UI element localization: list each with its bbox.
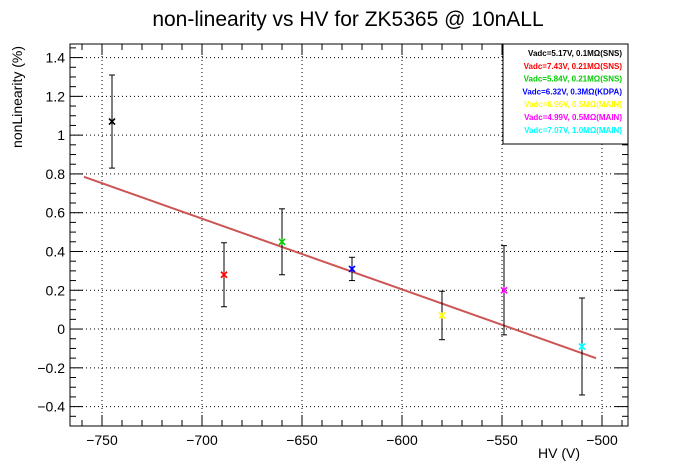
- x-tick-label: −500: [586, 432, 618, 448]
- x-tick-label: −600: [386, 432, 418, 448]
- x-tick-label: −650: [286, 432, 318, 448]
- axis-ticks: −750 −700 −650 −600 −550 −500 −0.4 −0.2 0 0.2 0.4 0…: [37, 44, 628, 448]
- legend-entry: Vadc=5.17V, 0.1MΩ(SNS): [528, 49, 622, 58]
- y-tick-label: −0.4: [37, 399, 65, 415]
- data-layer: [108, 74, 586, 396]
- y-tick-label: 0.2: [46, 282, 66, 298]
- y-tick-label: 0.6: [46, 205, 66, 221]
- legend-entry: Vadc=4.99V, 0.5MΩ(MAIN): [524, 113, 622, 122]
- chart-title: non-linearity vs HV for ZK5365 @ 10nALL: [152, 8, 543, 31]
- x-tick-label: −750: [86, 432, 118, 448]
- y-tick-label: 0.8: [46, 166, 66, 182]
- y-tick-label: 0: [57, 321, 65, 337]
- data-point-marker: [348, 265, 356, 273]
- data-point-marker: [438, 311, 446, 320]
- y-tick-label: 1: [57, 127, 65, 143]
- x-tick-label: −550: [486, 432, 518, 448]
- fit-layer: [83, 175, 597, 360]
- y-axis-title: nonLinearity (%): [9, 46, 25, 148]
- legend-entry: Vadc=5.84V, 0.21MΩ(SNS): [524, 75, 623, 84]
- data-point-marker: [500, 286, 508, 294]
- data-point-marker: [220, 271, 228, 279]
- y-tick-label: −0.2: [37, 360, 65, 376]
- legend-entry: Vadc=6.32V, 0.3MΩ(KDPA): [522, 87, 622, 96]
- legend-items: Vadc=5.17V, 0.1MΩ(SNS) Vadc=7.43V, 0.21MΩ…: [522, 49, 622, 135]
- data-point-marker: [108, 117, 116, 126]
- x-axis-title: HV (V): [538, 445, 580, 461]
- legend-box: [502, 43, 629, 145]
- legend-entry: Vadc=7.07V, 1.0MΩ(MAIN): [524, 126, 622, 135]
- y-tick-label: 1.4: [46, 50, 66, 66]
- data-point-marker: [578, 342, 586, 351]
- y-tick-label: 1.2: [46, 88, 66, 104]
- plot-frame: [69, 43, 629, 427]
- y-tick-label: 0.4: [46, 243, 66, 259]
- fit-line: [83, 175, 597, 360]
- legend-entry: Vadc=6.96V, 0.5MΩ(MAIN): [524, 100, 622, 109]
- legend: Vadc=5.17V, 0.1MΩ(SNS) Vadc=7.43V, 0.21MΩ…: [502, 43, 629, 145]
- legend-entry: Vadc=7.43V, 0.21MΩ(SNS): [524, 62, 623, 71]
- data-point-marker: [278, 238, 286, 246]
- x-tick-label: −700: [186, 432, 218, 448]
